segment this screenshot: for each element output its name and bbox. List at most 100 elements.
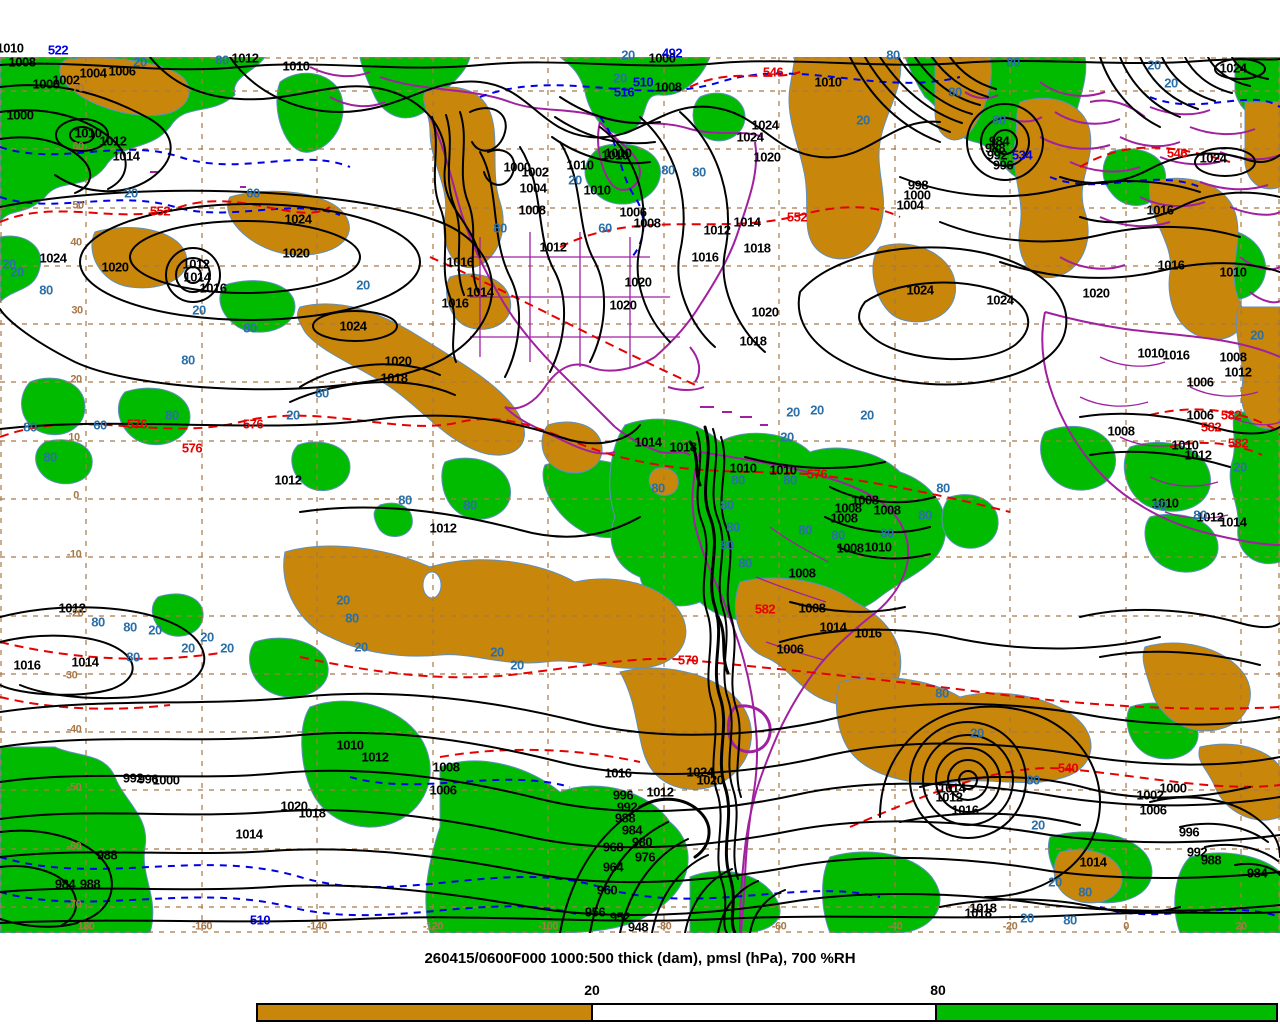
pressure-label: 960 — [596, 882, 618, 898]
pressure-label: 1024 — [39, 250, 67, 266]
humidity-label: 80 — [1193, 507, 1207, 523]
pressure-label: 1008 — [836, 540, 864, 556]
humidity-label: 80 — [463, 497, 477, 513]
low-humidity-shading — [59, 57, 1280, 904]
pressure-label: 1010 — [729, 460, 757, 476]
pressure-label: 1000 — [648, 50, 676, 66]
pressure-label: 1016 — [604, 765, 632, 781]
pressure-label: 1010 — [336, 737, 364, 753]
pressure-label: 1014 — [112, 148, 140, 164]
latitude-label: -60 — [66, 840, 82, 853]
pressure-contours — [0, 57, 1280, 933]
humidity-label: 80 — [918, 507, 932, 523]
pressure-label: 1006 — [1186, 374, 1214, 390]
pressure-label: 1014 — [466, 284, 494, 300]
pressure-label: 952 — [609, 909, 631, 925]
pressure-label: 1012 — [1196, 509, 1224, 525]
latitude-label: 10 — [68, 431, 80, 444]
pressure-label: 988 — [984, 140, 1006, 156]
humidity-label: 80 — [1026, 772, 1040, 788]
pressure-label: 1006 — [429, 782, 457, 798]
pressure-label: 1012 — [58, 600, 86, 616]
pressure-label: 1004 — [519, 180, 547, 196]
pressure-label: 1010 — [604, 145, 632, 161]
pressure-label: 1006 — [776, 641, 804, 657]
pressure-label: 1016 — [854, 625, 882, 641]
thickness-red-label: 576 — [181, 440, 203, 456]
pressure-label: 1012 — [1224, 364, 1252, 380]
pressure-label: 1000 — [503, 159, 531, 175]
pressure-label: 1002 — [52, 72, 80, 88]
longitude-label: 0 — [1123, 920, 1129, 933]
pressure-label: 1010 — [1219, 264, 1247, 280]
latitude-label: -50 — [66, 781, 82, 794]
pressure-label: 1020 — [696, 772, 724, 788]
pressure-label: 1010 — [583, 182, 611, 198]
thickness-red-label: 576 — [806, 466, 828, 482]
global-analysis-map — [0, 57, 1280, 933]
humidity-label: 80 — [1006, 54, 1020, 70]
coastline-layer — [150, 66, 1280, 933]
map-canvas — [0, 57, 1280, 933]
humidity-label: 80 — [720, 537, 734, 553]
rh-colorbar — [256, 1003, 1278, 1022]
pressure-label: 1024 — [339, 318, 367, 334]
pressure-label: 1020 — [753, 149, 781, 165]
pressure-label: 1012 — [99, 133, 127, 149]
pressure-label: 1018 — [969, 900, 997, 916]
humidity-label: 20 — [1164, 75, 1178, 91]
pressure-label: 998 — [907, 177, 929, 193]
pressure-label: 1012 — [361, 749, 389, 765]
humidity-label: 80 — [123, 619, 137, 635]
latitude-label: 50 — [72, 199, 84, 212]
pressure-label: 1008 — [518, 202, 546, 218]
pressure-label: 1000 — [1159, 780, 1187, 796]
humidity-label: 20 — [810, 402, 824, 418]
thickness-red-label: 576 — [126, 416, 148, 432]
humidity-label: 80 — [692, 164, 706, 180]
pressure-label: 1018 — [964, 905, 992, 921]
longitude-label: -120 — [422, 920, 444, 933]
latitude-label: -70 — [66, 898, 82, 911]
pressure-label: 1008 — [1219, 349, 1247, 365]
pressure-label: 996 — [137, 771, 159, 787]
humidity-label: 20 — [286, 407, 300, 423]
pressure-label: 1012 — [935, 789, 963, 805]
pressure-label: 1004 — [896, 197, 924, 213]
pressure-label: 1000 — [152, 772, 180, 788]
pressure-label: 1008 — [830, 510, 858, 526]
longitude-label: -60 — [771, 920, 787, 933]
humidity-label: 80 — [215, 52, 229, 68]
latitude-label: -30 — [62, 669, 78, 682]
humidity-label: 20 — [1048, 874, 1062, 890]
pressure-label: 1002 — [521, 164, 549, 180]
pressure-label: 1008 — [873, 502, 901, 518]
latitude-label: -20 — [68, 607, 84, 620]
pressure-label: 1016 — [1157, 257, 1185, 273]
pressure-label: 1010 — [864, 539, 892, 555]
humidity-label: 20 — [124, 185, 138, 201]
humidity-label: 20 — [148, 622, 162, 638]
pressure-label: 1010 — [282, 58, 310, 74]
humidity-label: 20 — [970, 725, 984, 741]
longitude-label: 20 — [1235, 920, 1247, 933]
chart-title: 260415/0600F000 1000:500 thick (dam), pm… — [424, 950, 856, 967]
humidity-label: 80 — [738, 555, 752, 571]
pressure-label: 1018 — [669, 439, 697, 455]
humidity-label: 80 — [880, 525, 894, 541]
pressure-label: 1012 — [646, 784, 674, 800]
pressure-label: 984 — [1246, 865, 1268, 881]
thickness-blue-label: 510 — [632, 74, 654, 90]
thickness-red-label: 582 — [1200, 419, 1222, 435]
latitude-label: 70 — [72, 82, 84, 95]
humidity-label: 20 — [568, 172, 582, 188]
pressure-label: 1000 — [32, 76, 60, 92]
thickness-red-label: 546 — [762, 64, 784, 80]
pressure-label: 1014 — [1079, 854, 1107, 870]
humidity-label: 20 — [356, 277, 370, 293]
pressure-label: 1016 — [199, 280, 227, 296]
pressure-label: 964 — [602, 859, 624, 875]
colorbar-tick: 80 — [930, 982, 946, 998]
pressure-label: 1012 — [274, 472, 302, 488]
